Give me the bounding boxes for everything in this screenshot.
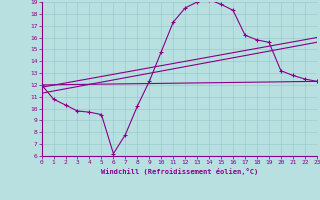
X-axis label: Windchill (Refroidissement éolien,°C): Windchill (Refroidissement éolien,°C) [100, 168, 258, 175]
